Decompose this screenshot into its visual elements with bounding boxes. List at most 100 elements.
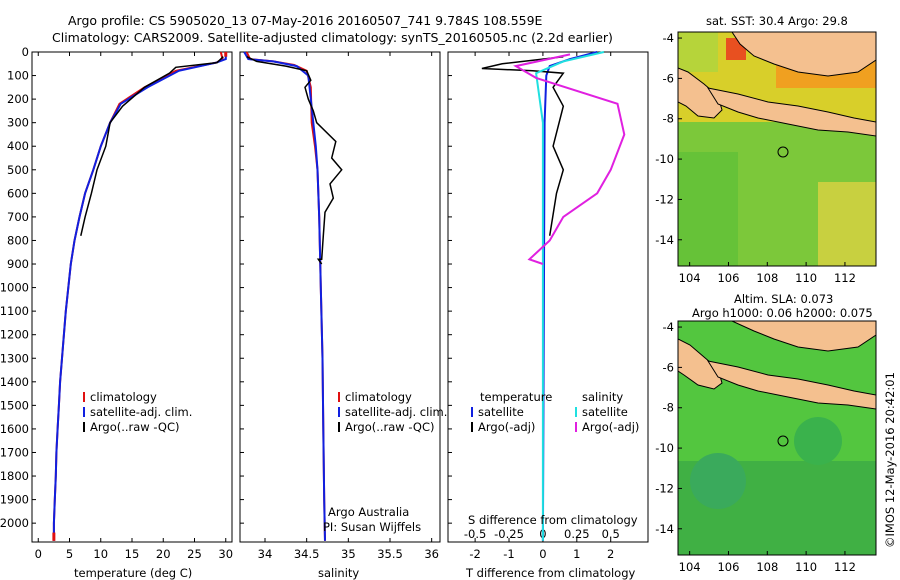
series-line-0 bbox=[541, 51, 598, 541]
map-x-tick-label: 110 bbox=[795, 271, 817, 285]
difference-panel: -2 -1 0 1 2-0.5 -0.25 0 0.25 0.5 S difference fr… bbox=[447, 51, 649, 580]
sst-patch-sw bbox=[678, 152, 738, 266]
map-y-tick-label: -12 bbox=[655, 192, 674, 206]
sla-eddy-west bbox=[690, 453, 746, 509]
map-y-tick-label: -10 bbox=[655, 441, 674, 455]
map-x-tick-label: 112 bbox=[834, 271, 856, 285]
y-tick-label: 1200 bbox=[0, 328, 29, 342]
legend-label: climatology bbox=[345, 390, 412, 404]
x-tick-label: 1 bbox=[573, 547, 580, 561]
x-tick-label: 35.5 bbox=[377, 547, 403, 561]
series-line-1 bbox=[243, 51, 326, 541]
series-line-3 bbox=[513, 53, 626, 265]
sst-argo-marker bbox=[777, 146, 789, 158]
x-tick-label: 36 bbox=[424, 547, 439, 561]
y-tick-label: 500 bbox=[7, 163, 29, 177]
map-x-tick-label: 106 bbox=[717, 560, 739, 574]
series-line-2 bbox=[535, 51, 605, 541]
s-difference-xlabel: S difference from climatology bbox=[468, 513, 638, 527]
figure-title-line2: Climatology: CARS2009. Satellite-adjuste… bbox=[52, 30, 613, 45]
temperature-plot-frame bbox=[31, 51, 233, 543]
sla-map-frame bbox=[677, 320, 877, 556]
x-tick-label: 34.5 bbox=[294, 547, 320, 561]
map-y-tick-label: -14 bbox=[655, 522, 674, 536]
y-tick-label: 1000 bbox=[0, 281, 29, 295]
map-x-tick-label: 110 bbox=[795, 560, 817, 574]
salinity-annotation-line1: Argo Australia bbox=[328, 505, 409, 519]
legend-header-salinity: salinity bbox=[582, 390, 623, 404]
map-y-tick-label: -8 bbox=[663, 112, 674, 126]
map-y-tick-label: -4 bbox=[663, 320, 674, 334]
sst-land-borneo bbox=[731, 32, 876, 77]
x-tick-label: 0 bbox=[35, 547, 42, 561]
y-tick-label: 1600 bbox=[0, 422, 29, 436]
sst-map-panel: sat. SST: 30.4 Argo: 29.8 104 106 108 110 11… bbox=[655, 14, 877, 285]
s-tick-label: -0.25 bbox=[494, 527, 524, 541]
x-tick-label: 34 bbox=[258, 547, 273, 561]
map-y-tick-label: -14 bbox=[655, 233, 674, 247]
difference-plot-frame bbox=[447, 51, 649, 543]
legend-header-temperature: temperature bbox=[480, 390, 552, 404]
x-tick-label: 0 bbox=[539, 547, 546, 561]
legend-label: satellite bbox=[582, 405, 628, 419]
sla-map-panel: Altim. SLA: 0.073 Argo h1000: 0.06 h2000… bbox=[655, 292, 877, 574]
legend-label: satellite bbox=[478, 405, 524, 419]
sla-map-canvas bbox=[678, 321, 876, 555]
y-tick-label: 100 bbox=[7, 69, 29, 83]
map-y-tick-label: -8 bbox=[663, 401, 674, 415]
map-y-tick-label: -6 bbox=[663, 360, 674, 374]
y-tick-label: 1900 bbox=[0, 493, 29, 507]
map-x-tick-label: 108 bbox=[756, 560, 778, 574]
y-tick-label: 200 bbox=[7, 92, 29, 106]
figure-title-line1: Argo profile: CS 5905020_13 07-May-2016 … bbox=[68, 13, 543, 28]
x-tick-label: 2 bbox=[607, 547, 614, 561]
s-tick-label: 0.25 bbox=[564, 527, 590, 541]
y-tick-label: 1700 bbox=[0, 445, 29, 459]
y-tick-label: 700 bbox=[7, 210, 29, 224]
sst-patch-nw bbox=[678, 32, 718, 72]
sst-map-frame bbox=[677, 31, 877, 267]
x-tick-label: 35 bbox=[341, 547, 356, 561]
map-y-tick-label: -4 bbox=[663, 31, 674, 45]
sst-map-canvas bbox=[678, 32, 876, 266]
credit-stamp: ©IMOS 12-May-2016 20:42:01 bbox=[883, 372, 897, 548]
map-x-tick-label: 108 bbox=[756, 271, 778, 285]
map-y-tick-label: -12 bbox=[655, 481, 674, 495]
map-y-tick-label: -6 bbox=[663, 71, 674, 85]
series-line-0 bbox=[52, 51, 224, 541]
map-x-tick-label: 106 bbox=[717, 271, 739, 285]
x-tick-label: 10 bbox=[93, 547, 108, 561]
map-x-tick-label: 112 bbox=[834, 560, 856, 574]
x-tick-label: 30 bbox=[218, 547, 233, 561]
y-tick-label: 1100 bbox=[0, 304, 29, 318]
legend-label: Argo(..raw -QC) bbox=[345, 420, 435, 434]
t-difference-xlabel: T difference from climatology bbox=[465, 566, 636, 580]
legend-label: Argo(-adj) bbox=[582, 420, 639, 434]
legend-label: Argo(-adj) bbox=[478, 420, 535, 434]
y-tick-label: 1300 bbox=[0, 351, 29, 365]
salinity-xlabel: salinity bbox=[318, 566, 359, 580]
salinity-panel: 34 34.5 35 35.5 36 salinity climatologysatel… bbox=[239, 51, 447, 580]
sst-land-sumatra bbox=[678, 67, 723, 119]
legend-label: satellite-adj. clim. bbox=[345, 405, 447, 419]
y-tick-label: 1500 bbox=[0, 398, 29, 412]
y-tick-label: 300 bbox=[7, 116, 29, 130]
x-tick-label: 20 bbox=[156, 547, 171, 561]
y-tick-label: 2000 bbox=[0, 516, 29, 530]
salinity-plot-frame bbox=[239, 51, 441, 543]
temperature-panel: 0 5 10 15 20 25 300100200300400500600700800900… bbox=[0, 45, 233, 580]
map-x-tick-label: 104 bbox=[679, 560, 701, 574]
y-tick-label: 400 bbox=[7, 139, 29, 153]
y-tick-label: 800 bbox=[7, 233, 29, 247]
series-line-2 bbox=[80, 56, 224, 236]
y-tick-label: 1800 bbox=[0, 469, 29, 483]
x-tick-label: 15 bbox=[125, 547, 140, 561]
sla-land-java bbox=[706, 360, 876, 410]
legend-label: satellite-adj. clim. bbox=[90, 405, 192, 419]
sst-map-title: sat. SST: 30.4 Argo: 29.8 bbox=[706, 14, 848, 28]
x-tick-label: -2 bbox=[469, 547, 480, 561]
map-x-tick-label: 104 bbox=[679, 271, 701, 285]
map-y-tick-label: -10 bbox=[655, 152, 674, 166]
sla-map-title-line2: Argo h1000: 0.06 h2000: 0.075 bbox=[692, 306, 873, 320]
